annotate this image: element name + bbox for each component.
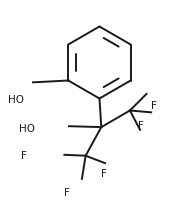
Text: F: F [64,188,70,198]
Text: HO: HO [8,95,24,105]
Text: F: F [151,101,157,111]
Text: HO: HO [19,124,35,134]
Text: F: F [21,151,27,161]
Text: F: F [101,169,107,179]
Text: F: F [138,121,144,131]
